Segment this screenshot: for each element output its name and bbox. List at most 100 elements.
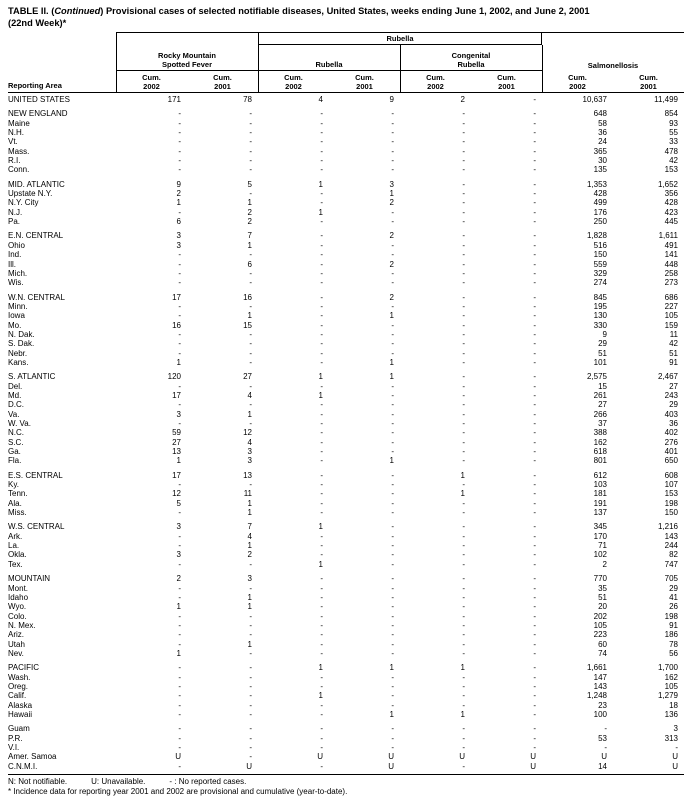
value-cell: U <box>388 752 394 762</box>
value-cell: - <box>320 541 323 551</box>
value-cell: 1 <box>318 372 323 382</box>
value-cell: 1 <box>247 639 252 649</box>
column-header: Cum. 2002 <box>284 73 303 91</box>
value-cell: - <box>320 409 323 419</box>
table-row: Ohio 3 1 - - - - 516 491 <box>8 241 684 250</box>
value-cell: - <box>320 470 323 480</box>
value-cell: - <box>391 724 394 734</box>
table-group: W.S. CENTRAL 3 7 1- - -345 1,216 Ark. -4- - - -170 1… <box>8 522 684 569</box>
value-cell: - <box>320 761 323 771</box>
value-cell: - <box>462 189 465 199</box>
value-cell: 1 <box>247 240 252 250</box>
reporting-area-cell: Tenn. <box>8 489 28 499</box>
table-row: NEW ENGLAND - - - - - - 648 854 <box>8 109 684 118</box>
value-cell: - <box>462 146 465 156</box>
value-cell: - <box>178 480 181 490</box>
reporting-area-cell: Ala. <box>8 498 22 508</box>
value-cell: - <box>249 583 252 593</box>
value-cell: - <box>249 278 252 288</box>
value-cell: - <box>391 400 394 410</box>
value-cell: 17 <box>172 292 181 302</box>
value-cell: 27 <box>669 381 678 391</box>
table-row: Kans. 1 - - 1 - - 101 91 <box>8 358 684 367</box>
table-row: Va. 3 1 - - - - 266 403 <box>8 410 684 419</box>
value-cell: 105 <box>664 681 678 691</box>
value-cell: - <box>462 522 465 532</box>
value-cell: - <box>533 470 536 480</box>
value-cell: 747 <box>664 559 678 569</box>
value-cell: - <box>320 498 323 508</box>
value-cell: 313 <box>664 733 678 743</box>
value-cell: 170 <box>593 531 607 541</box>
value-cell: 491 <box>664 240 678 250</box>
value-cell: - <box>178 681 181 691</box>
value-cell: - <box>178 761 181 771</box>
table-row: P.R. - - - - - - 53 313 <box>8 734 684 743</box>
table-row: Calif. - - 1 - - - 1,248 1,279 <box>8 691 684 700</box>
value-cell: 13 <box>243 470 252 480</box>
table-row: UNITED STATES 171 78 4 9 2 - 10,637 11,499 <box>8 95 684 104</box>
value-cell: - <box>462 480 465 490</box>
value-cell: - <box>249 165 252 175</box>
value-cell: 1 <box>247 409 252 419</box>
value-cell: - <box>391 301 394 311</box>
value-cell: - <box>391 681 394 691</box>
value-cell: - <box>462 531 465 541</box>
column-header: Cum. 2001 <box>355 73 374 91</box>
value-cell: - <box>178 630 181 640</box>
reporting-area-cell: Mass. <box>8 146 30 156</box>
value-cell: 266 <box>593 409 607 419</box>
title-prefix: TABLE II. ( <box>8 6 55 16</box>
value-cell: 35 <box>598 583 607 593</box>
value-cell: 1 <box>460 709 465 719</box>
footnote-line1: N: Not notifiable. U: Unavailable. - : No … <box>8 777 684 787</box>
value-cell: 11 <box>669 329 678 339</box>
value-cell: - <box>533 128 536 138</box>
value-cell: - <box>533 559 536 569</box>
value-cell: - <box>533 217 536 227</box>
value-cell: - <box>533 348 536 358</box>
value-cell: 51 <box>598 592 607 602</box>
value-cell: - <box>533 648 536 658</box>
value-cell: 6 <box>247 259 252 269</box>
column-header: Cum. 2001 <box>639 73 658 91</box>
value-cell: - <box>462 137 465 147</box>
value-cell: - <box>320 630 323 640</box>
value-cell: - <box>249 419 252 428</box>
value-cell: - <box>533 700 536 710</box>
value-cell: - <box>320 480 323 490</box>
value-cell: - <box>462 681 465 691</box>
value-cell: - <box>320 672 323 682</box>
value-cell: - <box>249 700 252 710</box>
value-cell: - <box>462 198 465 208</box>
value-cell: - <box>178 419 181 428</box>
value-cell: - <box>249 620 252 630</box>
value-cell: 2 <box>247 207 252 217</box>
value-cell: - <box>391 268 394 278</box>
value-cell: 20 <box>598 602 607 612</box>
column-header: Cum. 2002 <box>426 73 445 91</box>
reporting-area-cell: Wyo. <box>8 602 27 612</box>
value-cell: - <box>462 348 465 358</box>
table-group: S. ATLANTIC 120 27 1 1- -2,575 2,467 Del. - - - - - -… <box>8 372 684 465</box>
value-cell: 1 <box>318 207 323 217</box>
column-header: Cum. 2002 <box>142 73 161 91</box>
value-cell: - <box>533 611 536 621</box>
value-cell: - <box>249 156 252 166</box>
reporting-area-header: Reporting Area <box>8 81 62 90</box>
value-cell: - <box>320 329 323 339</box>
value-cell: - <box>178 250 181 260</box>
table-row: MOUNTAIN 2 3 - - - - 770 705 <box>8 574 684 583</box>
table-row: Alaska - - - - - - 23 18 <box>8 701 684 710</box>
value-cell: - <box>391 691 394 701</box>
value-cell: - <box>320 592 323 602</box>
value-cell: - <box>249 357 252 367</box>
value-cell: 445 <box>664 217 678 227</box>
value-cell: - <box>320 733 323 743</box>
value-cell: - <box>533 550 536 560</box>
value-cell: - <box>320 639 323 649</box>
value-cell: 27 <box>172 437 181 447</box>
value-cell: U <box>530 761 536 771</box>
value-cell: - <box>391 583 394 593</box>
value-cell: - <box>391 620 394 630</box>
